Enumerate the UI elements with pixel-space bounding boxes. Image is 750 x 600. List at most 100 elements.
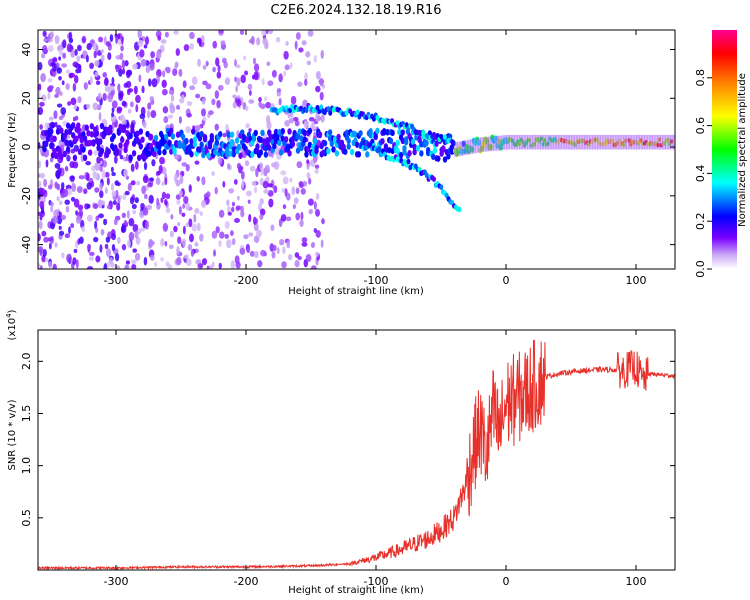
spectrogram-noise-point: [164, 240, 168, 247]
spectrogram-carrier-point: [59, 127, 64, 134]
spectrogram-noise-point: [279, 238, 285, 246]
spectrogram-noise-point: [61, 80, 65, 86]
spectrogram-noise-point: [172, 68, 178, 77]
spectrogram-noise-point: [197, 58, 201, 67]
spectrogram-noise-point: [299, 219, 304, 228]
spectrogram-carrier-point: [390, 129, 395, 137]
spectrogram-noise-point: [156, 69, 162, 78]
spectrogram-noise-point: [109, 85, 115, 91]
spectrogram-noise-point: [283, 50, 289, 60]
spectrogram-carrier-point: [412, 143, 417, 151]
spectrogram-noise-point: [304, 78, 308, 86]
spectrogram-noise-point: [58, 49, 63, 56]
spectrogram-carrier-halo: [550, 134, 555, 150]
spectrogram-noise-point: [297, 81, 303, 87]
spectrogram-noise-point: [294, 40, 298, 50]
spectrogram-carrier-point: [395, 139, 400, 147]
spectrogram-noise-point: [86, 182, 92, 190]
spectrogram-noise-point: [105, 236, 111, 243]
spectrogram-carrier-point: [82, 135, 88, 142]
spectrogram-noise-point: [54, 162, 61, 169]
spectrogram-carrier-point: [278, 149, 284, 156]
spectrogram-noise-point: [236, 98, 242, 107]
spectrogram-noise-point: [93, 50, 97, 59]
spectrogram-noise-point: [122, 68, 126, 75]
spectrogram-carrier-halo: [641, 134, 646, 150]
spectrogram-carrier-point: [55, 128, 61, 135]
spectrogram-noise-point: [236, 195, 240, 201]
spectrogram-carrier-halo: [482, 137, 487, 152]
spectrogram-noise-point: [142, 207, 149, 216]
spectrogram-noise-point: [164, 198, 168, 206]
spectrogram-carrier-point: [603, 141, 608, 146]
spectrogram-noise-point: [58, 76, 62, 81]
spectrogram-carrier-point: [424, 139, 429, 147]
spectrogram-noise-point: [226, 239, 232, 249]
snr-y-tick-label: 1.0: [20, 457, 33, 475]
spectrogram-carrier-point: [314, 144, 319, 152]
spectrogram-noise-point: [121, 100, 127, 107]
spectrogram-noise-point: [218, 262, 222, 269]
spectrogram-noise-point: [216, 71, 222, 79]
spectrogram-noise-point: [60, 214, 67, 220]
spectrogram-noise-point: [140, 58, 147, 67]
spectrogram-carrier-point: [81, 146, 86, 153]
spectrogram-carrier-point: [253, 129, 258, 137]
snr-y-tick-label: 1.5: [20, 405, 33, 423]
spectrogram-upper-branch-point: [328, 110, 333, 116]
spectrogram-noise-point: [48, 116, 54, 121]
spectrogram-carrier-halo: [521, 134, 526, 150]
spectrogram-noise-point: [275, 36, 281, 43]
spectrogram-carrier-halo: [495, 135, 500, 151]
spectrogram-noise-point: [181, 162, 187, 167]
spectrogram-noise-point: [85, 160, 92, 166]
spectrogram-x-tick-label: -200: [234, 274, 259, 287]
spectrogram-noise-point: [98, 112, 102, 122]
spectrogram-carrier-point: [162, 148, 167, 156]
spectrogram-carrier-halo: [503, 135, 508, 150]
spectrogram-noise-point: [47, 78, 53, 83]
spectrogram-noise-point: [315, 85, 321, 93]
spectrogram-carrier-point: [167, 139, 172, 147]
spectrogram-noise-point: [173, 30, 179, 35]
spectrogram-noise-point: [256, 229, 262, 238]
spectrogram-carrier-point: [236, 143, 242, 151]
spectrogram-noise-point: [315, 208, 320, 217]
spectrogram-carrier-point: [346, 137, 351, 145]
spectrogram-carrier-point: [358, 130, 363, 137]
spectrogram-noise-point: [150, 51, 155, 59]
spectrogram-noise-point: [76, 55, 81, 63]
spectrogram-noise-point: [262, 181, 269, 189]
spectrogram-noise-point: [120, 224, 127, 233]
spectrogram-noise-point: [194, 241, 199, 247]
spectrogram-noise-point: [224, 220, 230, 229]
spectrogram-noise-point: [287, 253, 293, 261]
spectrogram-noise-point: [111, 243, 116, 252]
spectrogram-noise-point: [200, 35, 205, 43]
spectrogram-carrier-point: [57, 147, 62, 155]
spectrogram-noise-point: [162, 106, 169, 114]
spectrogram-noise-point: [94, 60, 100, 67]
spectrogram-noise-point: [81, 226, 86, 232]
spectrogram-noise-point: [146, 204, 153, 210]
spectrogram-carrier-halo: [589, 134, 594, 150]
spectrogram-carrier-point: [212, 149, 218, 156]
spectrogram-noise-point: [161, 79, 167, 89]
spectrogram-carrier-point: [77, 148, 83, 156]
spectrogram-noise-point: [85, 54, 89, 63]
spectrogram-noise-point: [39, 200, 45, 210]
spectrogram-carrier-point: [260, 129, 265, 137]
spectrogram-noise-point: [70, 97, 77, 106]
colorbar-gradient: [712, 30, 737, 269]
spectrogram-noise-point: [313, 201, 317, 210]
spectrogram-noise-point: [306, 171, 311, 179]
spectrogram-lower-branch-point: [406, 158, 411, 165]
spectrogram-noise-point: [72, 61, 79, 68]
spectrogram-carrier-point: [65, 122, 71, 129]
spectrogram-carrier-point: [299, 135, 304, 142]
spectrogram-noise-point: [315, 113, 320, 123]
spectrogram-noise-point: [167, 264, 173, 269]
spectrogram-carrier-point: [368, 128, 373, 135]
spectrogram-carrier-point: [349, 148, 355, 156]
spectrogram-carrier-point: [268, 133, 274, 141]
